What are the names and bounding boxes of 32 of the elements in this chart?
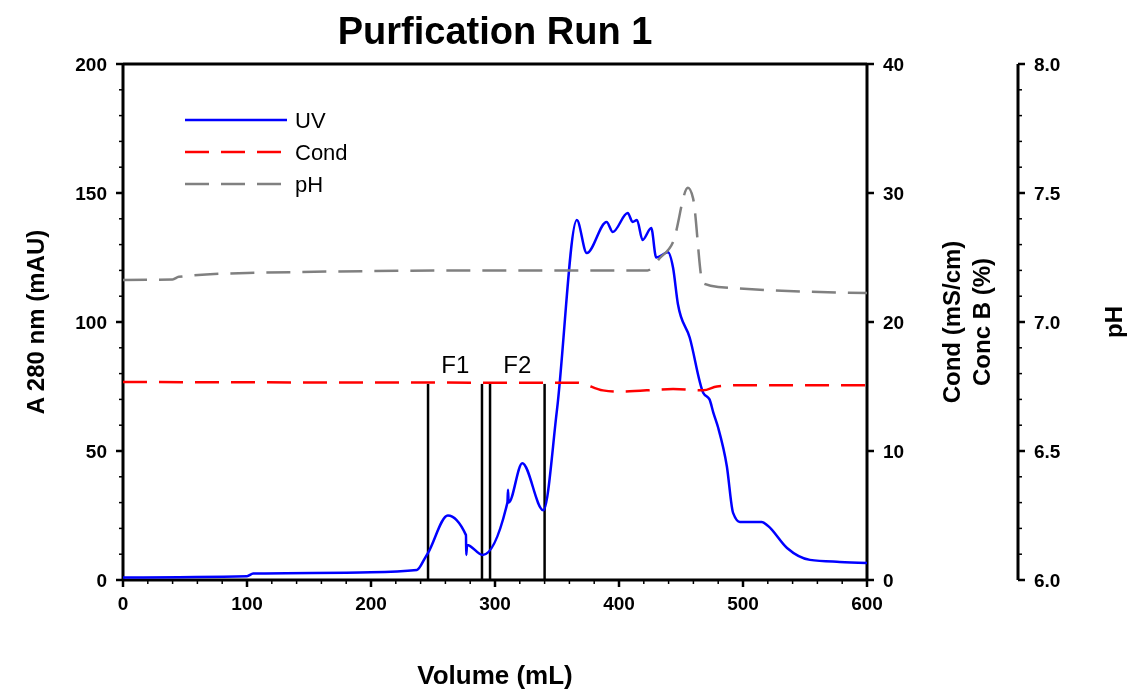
- y-tick-label: 200: [75, 53, 107, 75]
- x-tick-label: 200: [355, 593, 387, 614]
- annotation: F2: [503, 350, 532, 378]
- annotation: F1: [441, 350, 470, 378]
- y-tick-label: 100: [75, 311, 107, 333]
- y3-axis-title: pH: [1100, 306, 1127, 338]
- y2-axis-title: Cond (mS/cm) Conc B (%): [938, 240, 995, 404]
- y-tick-label: 0: [96, 569, 107, 591]
- y3-tick-label: 7.0: [1034, 311, 1061, 333]
- x-tick-label: 100: [231, 593, 263, 614]
- x-tick-label: 300: [479, 593, 511, 614]
- y2-tick-label: 30: [883, 182, 905, 204]
- legend-label: UV: [295, 107, 326, 133]
- y-axis-title: A 280 nm (mAU): [22, 229, 49, 415]
- x-tick-label: 600: [851, 593, 883, 614]
- y-tick-label: 50: [85, 440, 107, 462]
- chart-title: Purfication Run 1: [337, 10, 653, 52]
- y2-tick-label: 0: [883, 569, 894, 591]
- x-axis-title: Volume (mL): [417, 660, 573, 690]
- y2-tick-label: 10: [883, 440, 905, 462]
- legend-label: pH: [295, 171, 324, 197]
- y2-tick-label: 40: [883, 53, 905, 75]
- y3-tick-label: 7.5: [1034, 182, 1061, 204]
- x-tick-label: 0: [117, 593, 129, 614]
- y2-tick-label: 20: [883, 311, 905, 333]
- x-tick-label: 400: [603, 593, 635, 614]
- y3-tick-label: 6.0: [1034, 569, 1061, 591]
- legend-label: Cond: [295, 139, 348, 165]
- x-tick-label: 500: [727, 593, 759, 614]
- y3-tick-label: 6.5: [1034, 440, 1061, 462]
- y-tick-label: 150: [75, 182, 107, 204]
- y3-tick-label: 8.0: [1034, 53, 1061, 75]
